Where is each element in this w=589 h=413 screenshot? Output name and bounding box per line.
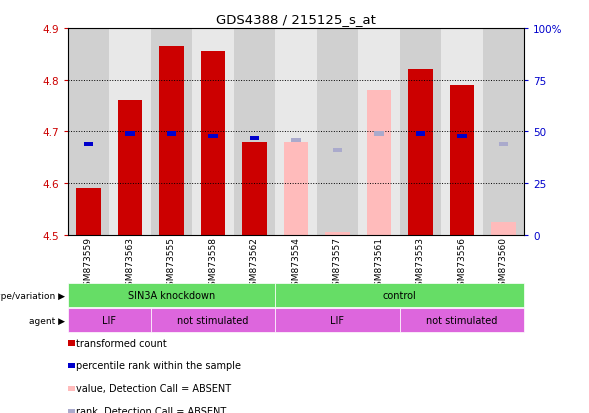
- Bar: [441, 29, 483, 235]
- Text: value, Detection Call = ABSENT: value, Detection Call = ABSENT: [76, 383, 231, 393]
- Bar: [358, 29, 400, 235]
- Title: GDS4388 / 215125_s_at: GDS4388 / 215125_s_at: [216, 13, 376, 26]
- Text: not stimulated: not stimulated: [177, 316, 249, 325]
- Bar: [458, 134, 466, 138]
- Text: LIF: LIF: [330, 316, 345, 325]
- Bar: [250, 136, 259, 140]
- Text: LIF: LIF: [102, 316, 116, 325]
- Text: genotype/variation ▶: genotype/variation ▶: [0, 291, 65, 300]
- Bar: [317, 29, 358, 235]
- Text: control: control: [383, 291, 416, 301]
- Bar: [234, 29, 275, 235]
- Bar: [449, 86, 474, 235]
- Bar: [416, 132, 425, 136]
- Text: percentile rank within the sample: percentile rank within the sample: [76, 361, 241, 370]
- Bar: [84, 142, 93, 147]
- Bar: [408, 70, 433, 235]
- Text: not stimulated: not stimulated: [426, 316, 498, 325]
- Bar: [375, 132, 383, 136]
- Bar: [400, 29, 441, 235]
- Bar: [118, 101, 143, 235]
- Bar: [109, 29, 151, 235]
- Bar: [325, 233, 350, 235]
- Bar: [159, 47, 184, 235]
- Bar: [192, 29, 234, 235]
- Text: SIN3A knockdown: SIN3A knockdown: [128, 291, 215, 301]
- Bar: [125, 132, 134, 136]
- Text: transformed count: transformed count: [76, 338, 167, 348]
- Text: agent ▶: agent ▶: [29, 316, 65, 325]
- Text: rank, Detection Call = ABSENT: rank, Detection Call = ABSENT: [76, 406, 226, 413]
- Bar: [242, 142, 267, 235]
- Bar: [366, 91, 392, 235]
- Bar: [283, 142, 309, 235]
- Bar: [151, 29, 192, 235]
- Bar: [200, 52, 226, 235]
- Bar: [483, 29, 524, 235]
- Bar: [275, 29, 317, 235]
- Bar: [209, 134, 217, 138]
- Bar: [292, 138, 300, 142]
- Bar: [499, 142, 508, 147]
- Bar: [491, 223, 516, 235]
- Bar: [76, 189, 101, 235]
- Bar: [333, 149, 342, 153]
- Bar: [68, 29, 109, 235]
- Bar: [167, 132, 176, 136]
